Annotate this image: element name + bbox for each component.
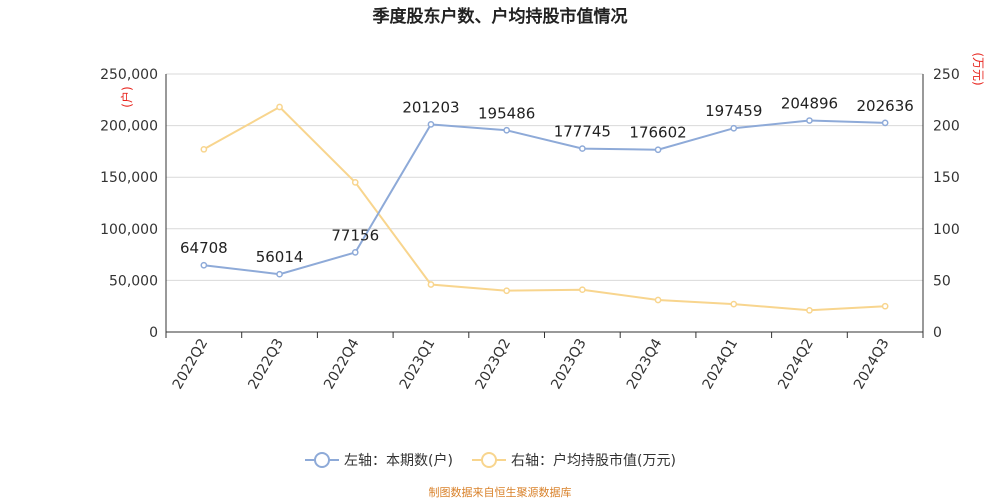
- households-point: [806, 117, 813, 124]
- series-line-households: [203, 119, 886, 276]
- avg-value-point: [427, 281, 435, 288]
- households-point: [427, 121, 435, 128]
- right-tick-label: 50: [933, 273, 951, 289]
- households-point: [579, 145, 586, 152]
- x-tick-label: 2024Q3: [851, 336, 893, 392]
- avg-value-point: [881, 302, 889, 310]
- left-tick-label: 50,000: [109, 273, 158, 289]
- data-labels: 64708 56014 77156 201203 195486 177745 176602 1…: [180, 95, 914, 267]
- x-tick-label: 2022Q4: [321, 336, 363, 392]
- data-label: 77156: [331, 226, 379, 244]
- right-tick-label: 100: [933, 222, 960, 238]
- left-tick-label: 100,000: [100, 222, 158, 238]
- data-label: 56014: [256, 248, 304, 266]
- right-tick-label: 150: [933, 170, 960, 186]
- series-line-avg-value: [203, 105, 886, 312]
- households-point: [730, 124, 738, 132]
- x-axis: 2022Q2 2022Q3 2022Q4 2023Q1 2023Q2 2023Q3 2023…: [165, 331, 924, 392]
- left-axis: 0 50,000 100,000 150,000 200,000 250,000: [100, 67, 167, 341]
- x-tick-label: 2023Q1: [397, 336, 439, 392]
- left-axis-unit: (户): [119, 86, 134, 107]
- right-axis-unit: (万元): [971, 52, 985, 85]
- data-label: 177745: [554, 123, 611, 141]
- data-label: 204896: [781, 95, 838, 113]
- x-tick-label: 2023Q3: [548, 336, 590, 392]
- x-tick-label: 2024Q2: [775, 336, 817, 392]
- source-note: 制图数据来自恒生聚源数据库: [429, 485, 572, 499]
- avg-value-point: [806, 306, 813, 314]
- data-label: 201203: [402, 98, 459, 116]
- right-tick-label: 200: [933, 119, 960, 135]
- avg-value-point: [200, 145, 208, 153]
- legend-label-households: 左轴：本期数(户): [344, 452, 453, 469]
- data-label: 197459: [705, 102, 762, 120]
- legend-label-avg-value: 右轴：户均持股市值(万元): [511, 452, 676, 469]
- avg-value-point: [351, 179, 359, 186]
- right-tick-label: 0: [933, 325, 942, 341]
- left-tick-label: 0: [149, 325, 158, 341]
- avg-value-point: [654, 296, 662, 304]
- households-point: [200, 261, 208, 269]
- legend-item-households[interactable]: 左轴：本期数(户): [305, 452, 453, 469]
- x-tick-label: 2022Q2: [170, 336, 212, 392]
- right-tick-label: 250: [933, 67, 960, 83]
- avg-value-point: [730, 300, 738, 308]
- legend-item-avg-value[interactable]: 右轴：户均持股市值(万元): [472, 452, 676, 469]
- avg-value-point: [276, 103, 283, 111]
- left-tick-label: 250,000: [100, 67, 158, 83]
- left-tick-label: 150,000: [100, 170, 158, 186]
- legend: 左轴：本期数(户) 右轴：户均持股市值(万元): [305, 452, 676, 469]
- left-tick-label: 200,000: [100, 119, 158, 135]
- legend-marker-avg-value: [481, 452, 497, 468]
- x-tick-label: 2023Q2: [472, 336, 514, 392]
- households-point: [351, 249, 359, 256]
- series-layer: [200, 103, 889, 314]
- households-point: [654, 146, 662, 154]
- x-tick-label: 2024Q1: [700, 336, 742, 392]
- households-point: [276, 270, 283, 278]
- data-label: 202636: [857, 97, 914, 115]
- legend-marker-households: [314, 452, 330, 468]
- data-label: 176602: [629, 124, 686, 142]
- avg-value-point: [503, 287, 510, 295]
- avg-value-point: [579, 286, 586, 294]
- x-tick-label: 2022Q3: [245, 336, 287, 392]
- data-label: 64708: [180, 239, 228, 257]
- data-label: 195486: [478, 104, 535, 122]
- right-axis: 0 50 100 150 200 250: [922, 67, 960, 341]
- grid-lines: [166, 73, 923, 333]
- households-point: [881, 119, 889, 127]
- chart-title: 季度股东户数、户均持股市值情况: [373, 6, 628, 27]
- x-tick-label: 2023Q4: [624, 336, 666, 392]
- households-point: [503, 126, 510, 134]
